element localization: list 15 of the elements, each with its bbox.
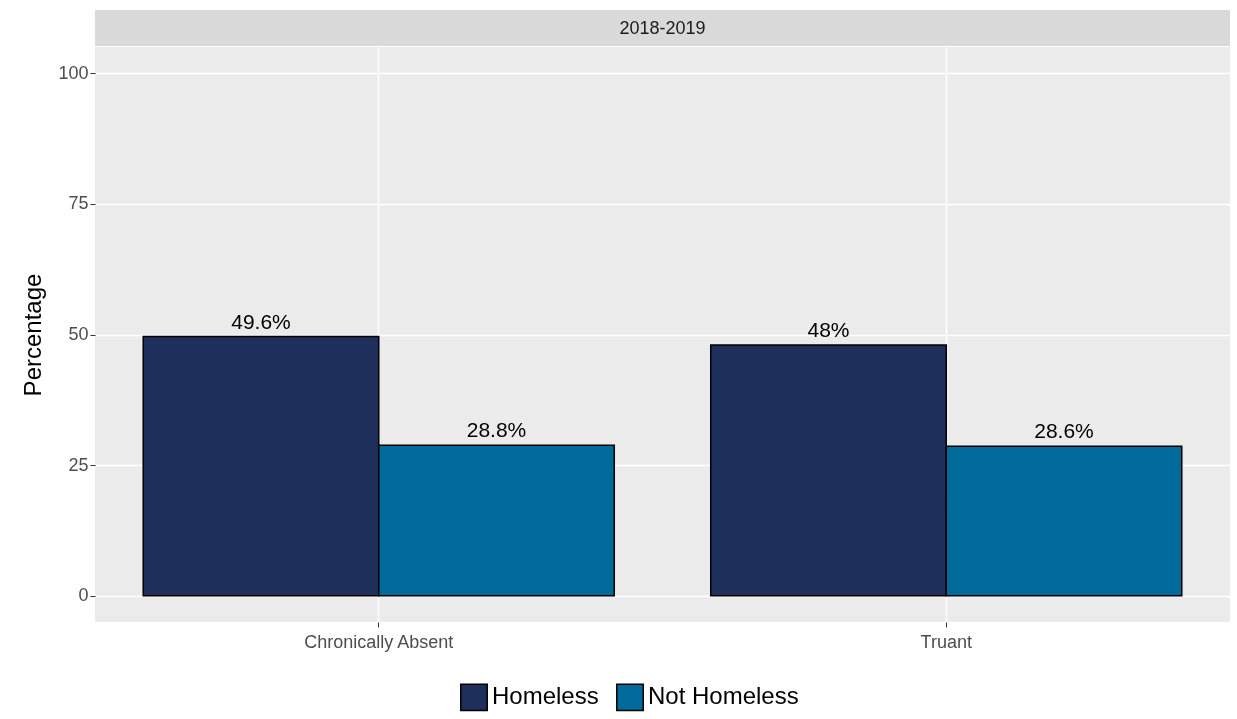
y-tick-label: 100 xyxy=(58,62,89,83)
x-tick-label: Truant xyxy=(920,631,972,652)
x-tick-label: Chronically Absent xyxy=(304,631,454,652)
y-tick-label: 75 xyxy=(68,193,89,214)
y-tick-label: 0 xyxy=(78,585,89,606)
data-label: 49.6% xyxy=(231,309,291,333)
chart-title: 2018-2019 xyxy=(95,10,1230,46)
data-label: 28.8% xyxy=(466,418,527,442)
data-label: 48% xyxy=(807,317,850,341)
legend-label: Not Homeless xyxy=(648,682,799,710)
y-axis-title: Percentage xyxy=(19,273,47,397)
y-tick-label: 50 xyxy=(68,324,89,344)
y-tick-label: 25 xyxy=(68,454,89,475)
legend-label: Homeless xyxy=(492,682,599,710)
data-label: 28.6% xyxy=(1034,419,1094,443)
